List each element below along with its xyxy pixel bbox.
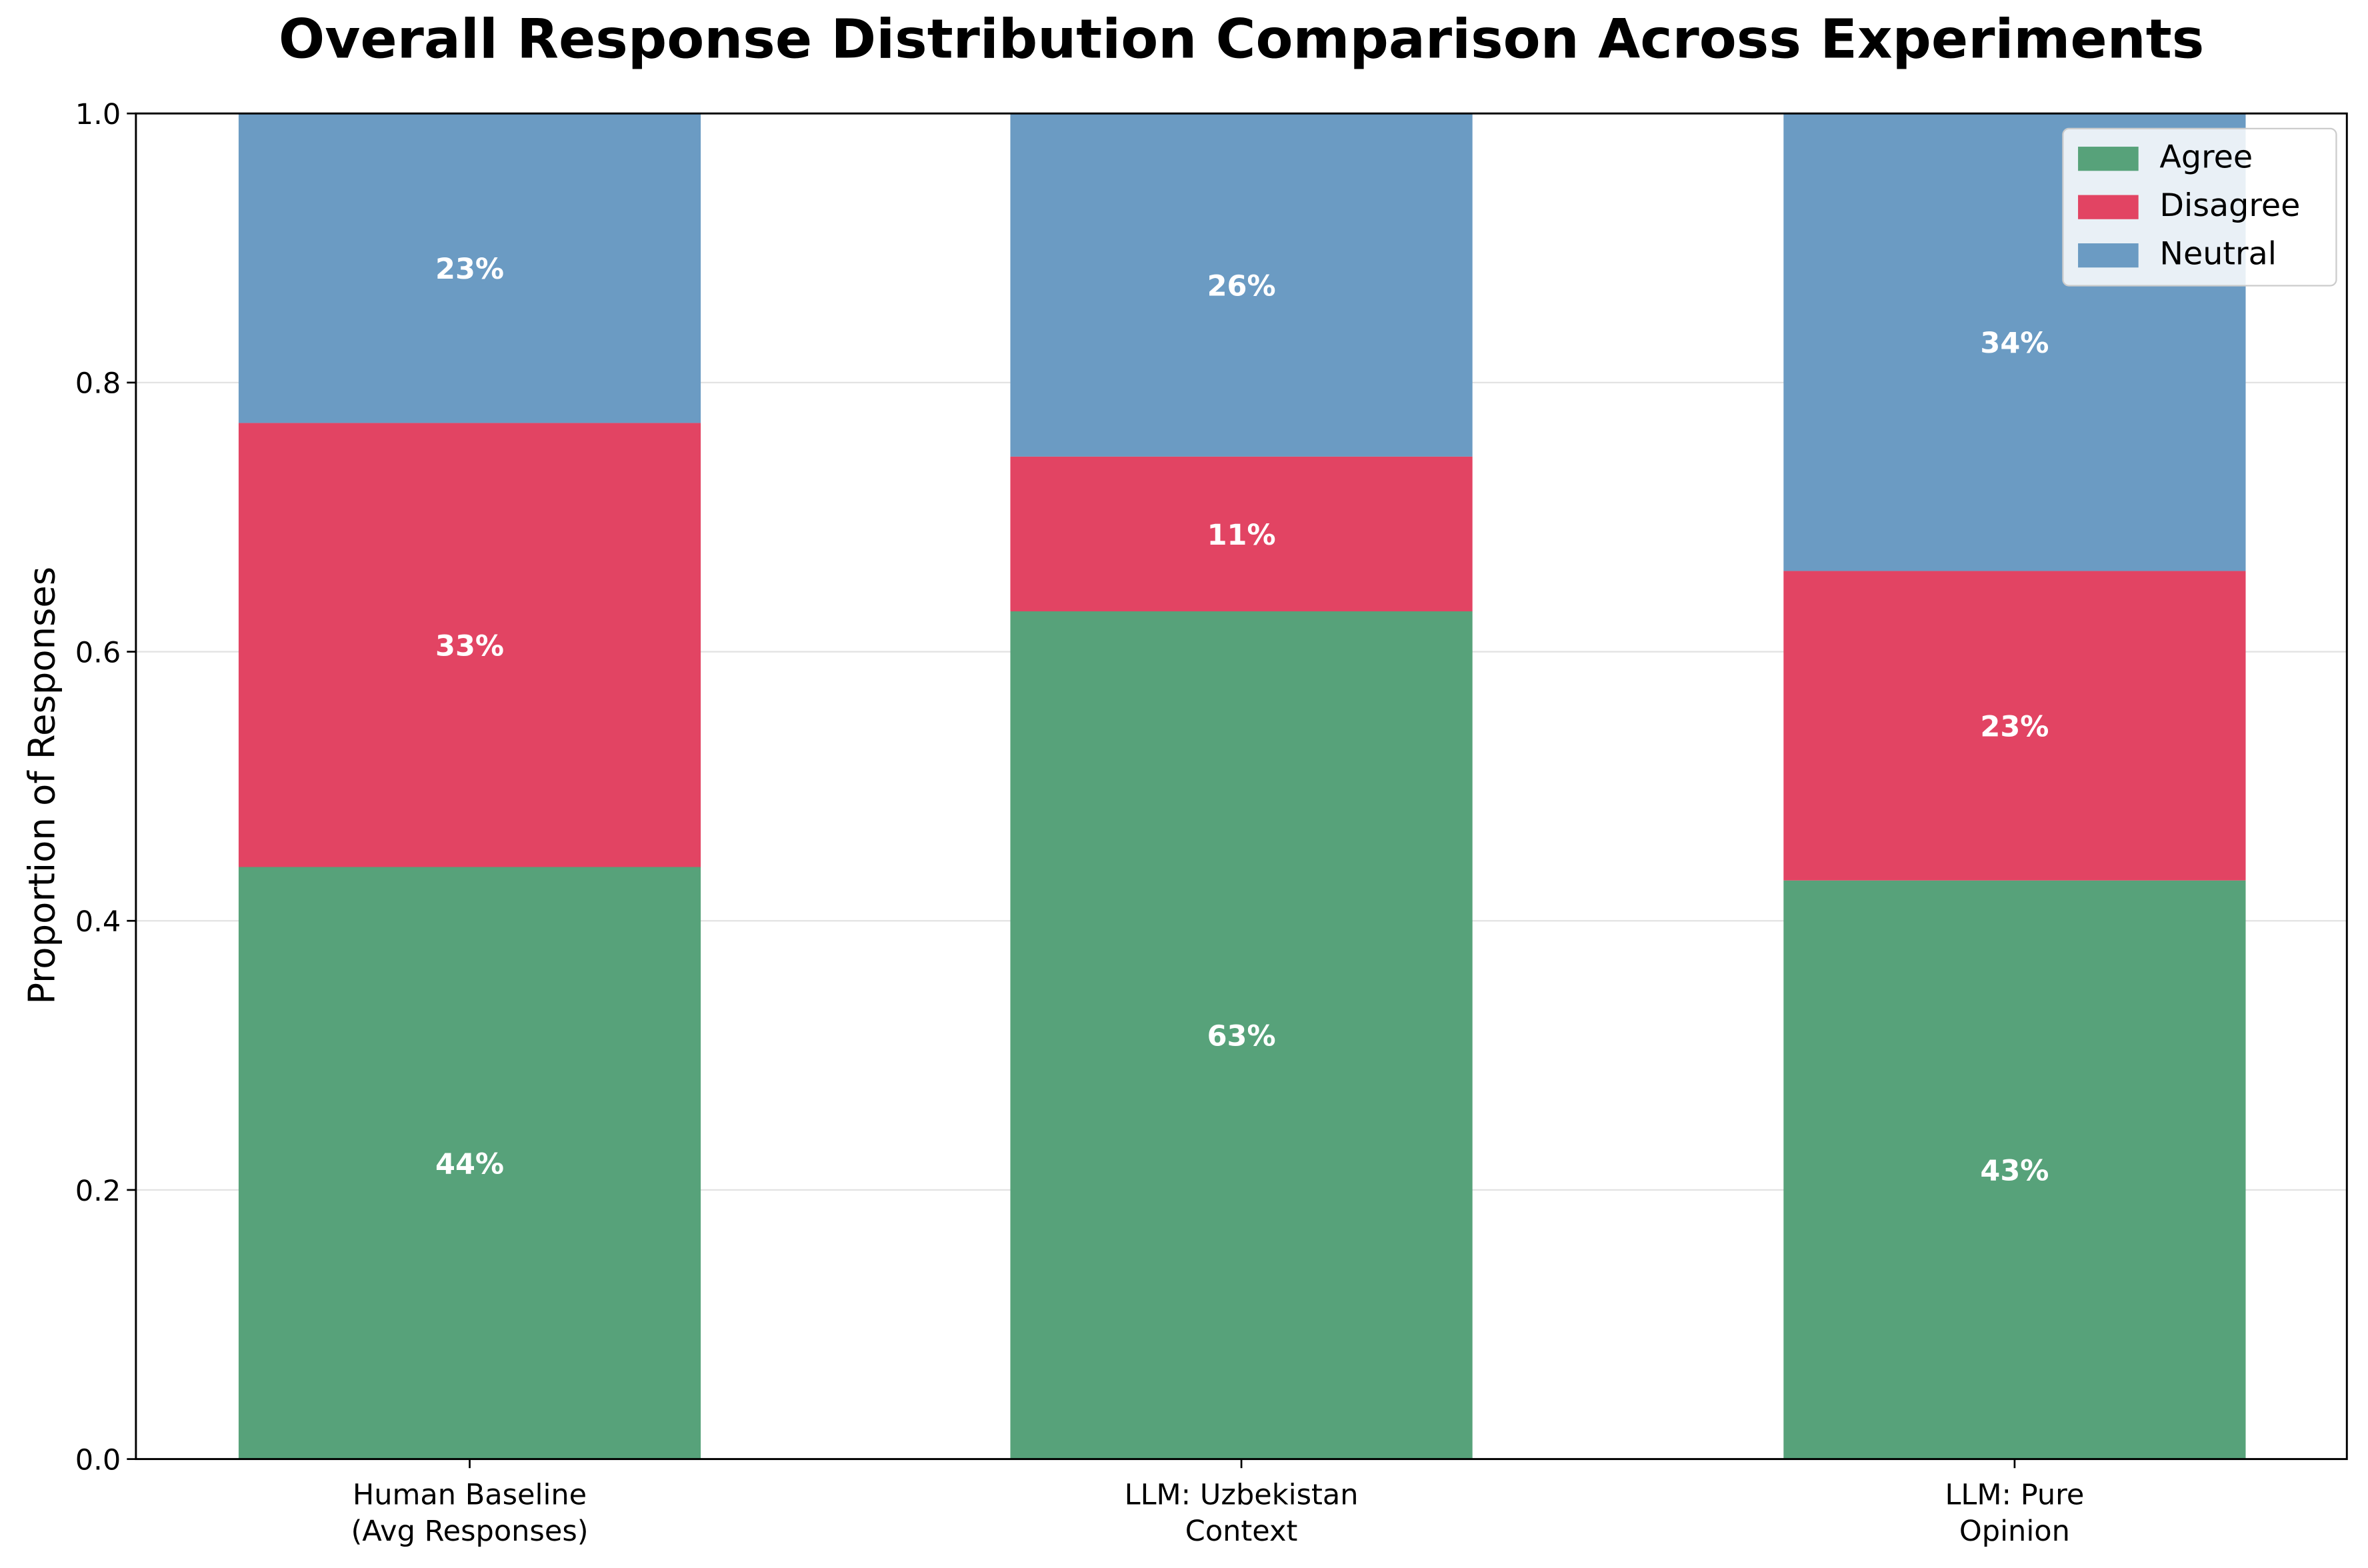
axes: 0.0 0.2 0.4 0.6 0.8 1.0 Human Baseline(Avg Res…	[75, 98, 2348, 1548]
y-tick-label: 0.6	[75, 636, 121, 669]
x-tick-label: Opinion	[1959, 1515, 2070, 1548]
legend-label: Agree	[2159, 139, 2253, 176]
bar-neutral	[1010, 113, 1473, 457]
bar-disagree	[1010, 456, 1473, 612]
bar-agree	[238, 867, 701, 1459]
legend-swatch	[2078, 195, 2139, 219]
x-tick-label: LLM: Pure	[1945, 1479, 2084, 1512]
legend: Agree Disagree Neutral	[2062, 127, 2337, 287]
bar-value-label: 23%	[435, 253, 504, 286]
bars	[238, 113, 2246, 1459]
legend-label: Neutral	[2159, 236, 2277, 273]
x-tick-label: LLM: Uzbekistan	[1125, 1479, 1359, 1512]
x-tick-label: Human Baseline	[353, 1479, 587, 1512]
bar-value-label: 26%	[1207, 269, 1276, 303]
bar-value-label: 23%	[1980, 710, 2049, 743]
x-tick-label: (Avg Responses)	[351, 1515, 588, 1548]
bar-neutral	[238, 113, 701, 423]
y-tick-label: 0.4	[75, 905, 121, 939]
bar-disagree	[1783, 571, 2246, 881]
bar-value-label: 11%	[1207, 519, 1276, 552]
y-tick-label: 0.2	[75, 1175, 121, 1208]
legend-swatch	[2078, 147, 2139, 171]
bar-value-label: 33%	[435, 629, 504, 663]
bar-value-label: 44%	[435, 1147, 504, 1181]
bar-agree	[1783, 880, 2246, 1459]
x-tick-label: Context	[1185, 1515, 1298, 1548]
y-axis-label: Proportion of Responses	[21, 567, 63, 1005]
bar-agree	[1010, 611, 1473, 1459]
bar-value-labels: 44% 33% 23% 63% 11% 26% 43% 23% 34%	[435, 253, 2049, 1187]
legend-swatch	[2078, 243, 2139, 268]
y-tick-label: 0.8	[75, 367, 121, 401]
y-tick-label: 1.0	[75, 98, 121, 131]
legend-label: Disagree	[2159, 187, 2300, 224]
bar-value-label: 63%	[1207, 1020, 1276, 1053]
bar-value-label: 43%	[1980, 1154, 2049, 1187]
bar-disagree	[238, 423, 701, 867]
chart-title: Overall Response Distribution Comparison…	[279, 7, 2204, 71]
bar-value-label: 34%	[1980, 327, 2049, 360]
y-tick-label: 0.0	[75, 1443, 121, 1477]
